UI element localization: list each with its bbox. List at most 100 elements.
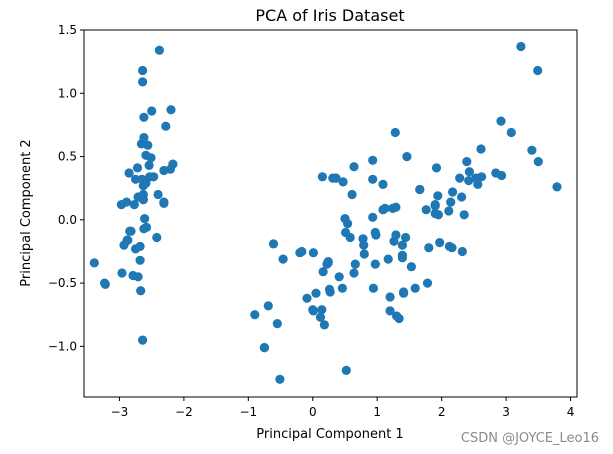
data-point [516,41,526,52]
data-point [295,248,305,258]
data-point [406,262,416,272]
data-point [308,248,318,258]
x-tick-label: 0 [309,405,317,419]
data-point [464,167,474,177]
y-tick-label: 1.5 [58,23,77,37]
data-point [368,283,378,293]
data-point [159,198,169,208]
data-point [129,200,139,210]
data-point [383,254,393,264]
data-point [459,210,469,220]
y-tick-label: −0.5 [48,276,77,290]
data-point [139,224,149,234]
data-point [347,189,357,200]
data-point [317,172,327,182]
data-point [496,116,506,126]
data-point [311,288,321,298]
data-point [349,162,359,172]
data-point [154,45,164,55]
data-point [464,176,474,186]
data-point [131,174,141,184]
y-tick-label: 1.0 [58,86,77,100]
data-point [328,173,338,183]
x-tick-label: 2 [438,405,446,419]
data-point [462,157,472,167]
watermark-text: CSDN @JOYCE_Leo16 [460,431,599,446]
data-point [275,374,285,384]
data-point [272,319,282,329]
data-point [153,189,163,200]
data-point [457,192,467,202]
data-point [250,310,260,320]
data-point [152,232,162,243]
data-point [410,283,420,293]
data-point [340,214,350,224]
data-point [138,335,148,345]
data-point [318,267,328,277]
data-point [433,191,443,201]
data-point [89,258,99,268]
data-point [446,197,456,207]
x-tick-label: −2 [175,405,193,419]
data-point [338,177,348,187]
data-point [444,206,454,216]
data-point [385,292,395,302]
data-point [370,227,380,238]
data-point [447,243,457,253]
data-point [138,65,148,76]
x-tick-label: −3 [111,405,129,419]
data-point [125,226,135,236]
data-point [308,305,318,315]
data-point [259,343,269,353]
data-point [552,182,562,192]
data-point [399,287,409,297]
data-point [325,287,335,297]
data-point [401,232,411,243]
data-point [370,259,380,269]
data-point [430,201,440,211]
data-point [322,259,332,269]
data-point [135,241,145,251]
data-point [448,187,458,197]
data-point [533,65,543,76]
data-point [337,283,347,293]
data-point [391,230,401,240]
data-point [421,205,431,215]
x-tick-label: −1 [239,405,257,419]
data-point [140,214,150,224]
data-point [315,312,326,322]
y-tick-label: −1.0 [48,339,77,353]
data-point [132,163,143,173]
data-point [149,172,159,182]
data-point [491,168,501,178]
data-point [166,105,176,115]
data-point [402,152,412,162]
data-point [302,293,312,303]
data-point [368,155,378,165]
data-point [317,305,327,315]
data-point [136,286,146,296]
data-point [268,239,279,249]
data-point [392,311,402,321]
data-point [116,200,126,210]
y-axis-label: Principal Component 2 [19,139,34,286]
data-point [368,212,378,222]
x-tick-label: 4 [567,405,575,419]
data-point [527,145,537,155]
data-point [133,272,143,282]
data-point [349,268,359,278]
data-point [385,306,395,316]
data-point [138,77,148,87]
data-point [278,254,288,264]
data-point [477,172,487,182]
data-point [533,157,543,167]
data-point [422,278,433,288]
plot-frame [83,29,578,398]
data-point [358,234,368,244]
data-point [455,173,465,183]
data-point [359,249,369,259]
data-point [117,268,127,278]
data-point [135,255,145,265]
x-axis-ticks: −3 −2 −1 0 1 2 3 4 [111,397,575,419]
